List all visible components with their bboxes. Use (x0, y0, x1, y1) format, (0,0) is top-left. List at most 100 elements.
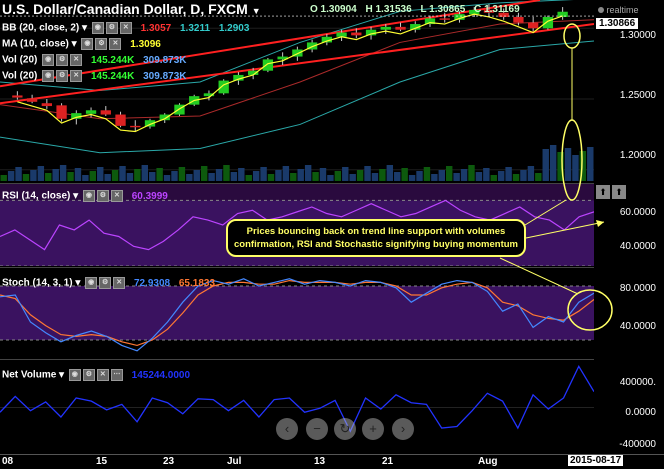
scroll-right-button[interactable]: › (392, 418, 414, 440)
scroll-left-button[interactable]: ‹ (276, 418, 298, 440)
volume-bar (193, 170, 200, 181)
volume-bar (394, 172, 401, 181)
price-tick-3: 1.20000 (619, 150, 656, 161)
volume-bar (223, 165, 230, 181)
eye-icon[interactable]: ◉ (81, 38, 94, 50)
candle-body (395, 26, 406, 30)
volume-bar (97, 167, 104, 181)
bb-upper-value: 1.3211 (180, 22, 211, 34)
price-tick-2: 1.25000 (619, 90, 656, 101)
volume-bar (111, 170, 119, 181)
volume-tick-top: 400000. (619, 377, 656, 388)
open-value: O 1.30904 (310, 4, 357, 15)
close-icon[interactable]: ✕ (109, 38, 122, 50)
rsi-value: 60.3999 (131, 190, 168, 202)
volume-bar (230, 172, 238, 181)
more-icon[interactable]: ⋯ (110, 369, 123, 381)
chart-title[interactable]: U.S. Dollar/Canadian Dollar, D, FXCM ▼ (2, 1, 261, 17)
eye-icon[interactable]: ◉ (91, 22, 104, 34)
candle-body (71, 113, 82, 119)
rsi-line (0, 199, 594, 251)
volume-bar (497, 171, 505, 181)
zoom-in-button[interactable]: + (362, 418, 384, 440)
rsi-header[interactable]: RSI (14, close) ▾ ◉ ⚙ ✕ 60.3999 (2, 190, 168, 202)
settings-icon[interactable]: ⚙ (56, 54, 69, 66)
indicator-ma[interactable]: MA (10, close) ▾ ◉ ⚙ ✕ 1.3096 (2, 38, 161, 50)
close-icon[interactable]: ✕ (96, 369, 109, 381)
candle-body (85, 110, 97, 114)
vol-value: 145.244K (90, 70, 135, 82)
close-icon[interactable]: ✕ (110, 190, 123, 202)
close-icon[interactable]: ✕ (70, 70, 83, 82)
symbol-title: U.S. Dollar/Canadian Dollar, D, FXCM (2, 1, 248, 17)
eye-icon[interactable]: ◉ (85, 277, 98, 289)
annotation-line-2: confirmation, RSI and Stochastic signify… (234, 239, 518, 250)
zoom-out-button[interactable]: − (306, 418, 328, 440)
settings-icon[interactable]: ⚙ (82, 369, 95, 381)
vol-label: Vol (20) (2, 54, 38, 66)
vol-value: 145.244K (90, 54, 135, 66)
settings-icon[interactable]: ⚙ (96, 190, 109, 202)
volume-bar (379, 169, 386, 181)
pane-collapse-icon[interactable]: ⬆ (596, 185, 610, 199)
indicator-vol-2[interactable]: Vol (20) ◉ ⚙ ✕ 145.244K 309.873K (2, 70, 186, 82)
stoch-tick-40: 40.0000 (619, 321, 656, 332)
volume-bar (334, 171, 342, 181)
stoch-header[interactable]: Stoch (14, 3, 1) ▾ ◉ ⚙ ✕ 72.9308 65.1833 (2, 277, 216, 289)
rsi-tick-40: 40.0000 (619, 241, 656, 252)
annotation-callout: Prices bouncing back on trend line suppo… (226, 219, 526, 257)
settings-icon[interactable]: ⚙ (56, 70, 69, 82)
volume-bar (52, 169, 59, 181)
stoch-k-value: 72.9308 (133, 277, 171, 289)
eye-icon[interactable]: ◉ (68, 369, 81, 381)
stoch-d-value: 65.1833 (178, 277, 216, 289)
candle-body (130, 125, 141, 128)
close-icon[interactable]: ✕ (70, 54, 83, 66)
volume-bar (371, 173, 379, 181)
volume-bar (386, 165, 394, 181)
settings-icon[interactable]: ⚙ (105, 22, 118, 34)
eye-icon[interactable]: ◉ (42, 54, 55, 66)
stoch-axis: 80.0000 40.0000 (594, 267, 664, 357)
reset-button[interactable]: ↻ (334, 418, 356, 440)
eye-icon[interactable]: ◉ (42, 70, 55, 82)
ma-value: 1.3096 (130, 38, 161, 50)
volume-bar (587, 147, 594, 181)
settings-icon[interactable]: ⚙ (95, 38, 108, 50)
low-value: L 1.30865 (420, 4, 466, 15)
volume-bar (82, 175, 89, 181)
indicator-bb[interactable]: BB (20, close, 2) ▾ ◉ ⚙ ✕ 1.3057 1.3211 1.… (2, 22, 250, 34)
volume-bar (453, 173, 460, 181)
close-icon[interactable]: ✕ (119, 22, 132, 34)
volume-bar (446, 166, 453, 181)
volume-bar (7, 171, 15, 181)
vol-label: Vol (20) (2, 70, 38, 82)
pane-expand-icon[interactable]: ⬆ (612, 185, 626, 199)
volume-bar (431, 174, 438, 181)
stoch-pane[interactable] (0, 267, 594, 358)
candle-body (218, 80, 229, 94)
candle-body (248, 70, 259, 75)
rsi-tick-60: 60.0000 (619, 207, 656, 218)
annotation-line-1: Prices bouncing back on trend line suppo… (246, 226, 506, 237)
candle-body (351, 32, 362, 36)
net-volume-header[interactable]: Net Volume ▾ ◉ ⚙ ✕ ⋯ 145244.0000 (2, 369, 191, 381)
volume-bar (134, 169, 141, 181)
eye-icon[interactable]: ◉ (82, 190, 95, 202)
volume-bar (149, 172, 156, 181)
vol-ma-value: 309.873K (143, 70, 187, 82)
volume-bar (505, 167, 512, 181)
chevron-down-icon[interactable]: ▼ (251, 6, 261, 16)
volume-bar (104, 174, 111, 181)
volume-bar (319, 168, 327, 181)
close-icon[interactable]: ✕ (113, 277, 126, 289)
volume-bar (67, 172, 74, 181)
settings-icon[interactable]: ⚙ (99, 277, 112, 289)
volume-bar (200, 166, 208, 181)
ohlc-readout: O 1.30904 H 1.31536 L 1.30865 C 1.31169 (310, 4, 526, 15)
candle-body (144, 120, 156, 127)
candle-body (528, 22, 539, 29)
volume-bar (297, 169, 304, 181)
indicator-vol-1[interactable]: Vol (20) ◉ ⚙ ✕ 145.244K 309.873K (2, 54, 186, 66)
stoch-tick-80: 80.0000 (619, 283, 656, 294)
